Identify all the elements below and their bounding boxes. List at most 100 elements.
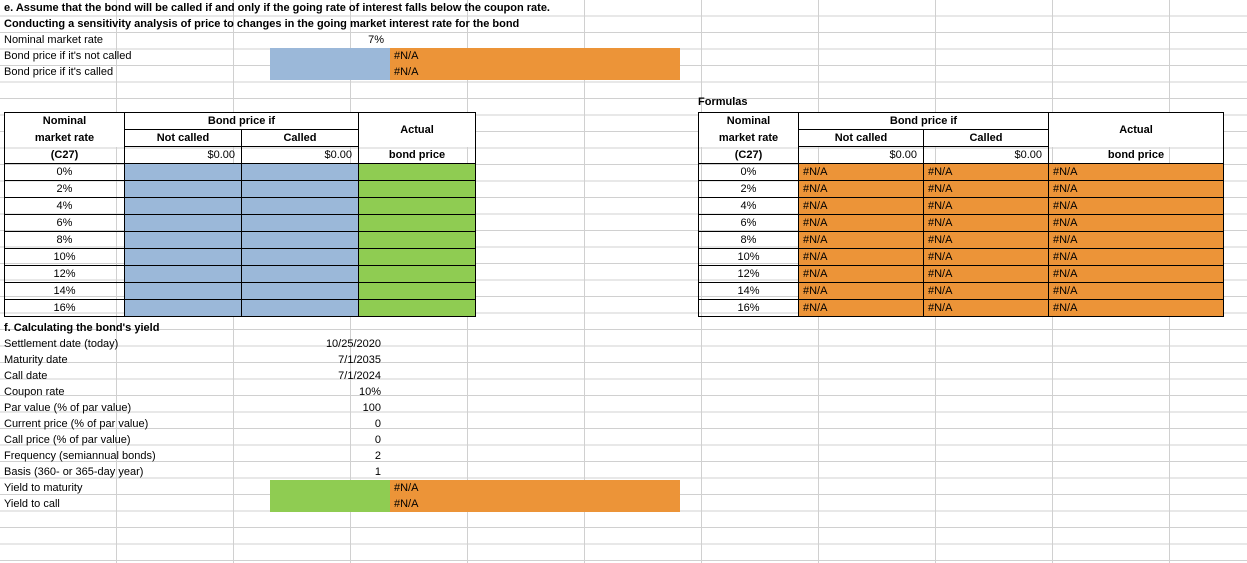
a-l-4[interactable] bbox=[359, 232, 476, 249]
c-l-7[interactable] bbox=[242, 283, 359, 300]
nc-r-6[interactable]: #N/A bbox=[799, 266, 924, 283]
c-r-1[interactable]: #N/A bbox=[924, 181, 1049, 198]
c-l-2[interactable] bbox=[242, 198, 359, 215]
val-notcalled-l[interactable]: $0.00 bbox=[125, 147, 242, 164]
section-e-heading1: e. Assume that the bond will be called i… bbox=[0, 0, 1247, 16]
f-value-4[interactable]: 100 bbox=[270, 400, 387, 416]
not-called-value[interactable]: #N/A bbox=[390, 48, 680, 64]
section-e-heading2: Conducting a sensitivity analysis of pri… bbox=[0, 16, 1247, 32]
nc-r-4[interactable]: #N/A bbox=[799, 232, 924, 249]
nc-l-0[interactable] bbox=[125, 164, 242, 181]
hdr-actual-bot-l: bond price bbox=[359, 147, 476, 164]
a-l-7[interactable] bbox=[359, 283, 476, 300]
rate-l-4: 8% bbox=[5, 232, 125, 249]
nc-r-1[interactable]: #N/A bbox=[799, 181, 924, 198]
c-r-6[interactable]: #N/A bbox=[924, 266, 1049, 283]
c-r-2[interactable]: #N/A bbox=[924, 198, 1049, 215]
a-l-8[interactable] bbox=[359, 300, 476, 317]
c-l-1[interactable] bbox=[242, 181, 359, 198]
rate-l-0: 0% bbox=[5, 164, 125, 181]
c-r-4[interactable]: #N/A bbox=[924, 232, 1049, 249]
f-value-5[interactable]: 0 bbox=[270, 416, 387, 432]
rate-l-3: 6% bbox=[5, 215, 125, 232]
nc-r-8[interactable]: #N/A bbox=[799, 300, 924, 317]
c-r-0[interactable]: #N/A bbox=[924, 164, 1049, 181]
c-l-3[interactable] bbox=[242, 215, 359, 232]
c-r-8[interactable]: #N/A bbox=[924, 300, 1049, 317]
ytc-green-cell[interactable] bbox=[270, 496, 390, 512]
a-l-1[interactable] bbox=[359, 181, 476, 198]
rate-l-6: 12% bbox=[5, 266, 125, 283]
nc-l-7[interactable] bbox=[125, 283, 242, 300]
hdr-called-l: Called bbox=[242, 130, 359, 147]
ytc-label: Yield to call bbox=[0, 496, 270, 512]
ytc-value[interactable]: #N/A bbox=[390, 496, 680, 512]
a-r-4[interactable]: #N/A bbox=[1049, 232, 1224, 249]
a-l-6[interactable] bbox=[359, 266, 476, 283]
a-r-2[interactable]: #N/A bbox=[1049, 198, 1224, 215]
nc-l-1[interactable] bbox=[125, 181, 242, 198]
nc-l-5[interactable] bbox=[125, 249, 242, 266]
rate-l-2: 4% bbox=[5, 198, 125, 215]
input-blue-cell-2[interactable] bbox=[270, 64, 390, 80]
f-value-3[interactable]: 10% bbox=[270, 384, 387, 400]
c-l-8[interactable] bbox=[242, 300, 359, 317]
nc-r-7[interactable]: #N/A bbox=[799, 283, 924, 300]
nc-l-3[interactable] bbox=[125, 215, 242, 232]
f-value-1[interactable]: 7/1/2035 bbox=[270, 352, 387, 368]
val-called-l[interactable]: $0.00 bbox=[242, 147, 359, 164]
rate-r-2: 4% bbox=[699, 198, 799, 215]
ytm-value[interactable]: #N/A bbox=[390, 480, 680, 496]
f-value-6[interactable]: 0 bbox=[270, 432, 387, 448]
nc-r-2[interactable]: #N/A bbox=[799, 198, 924, 215]
nc-l-8[interactable] bbox=[125, 300, 242, 317]
a-l-2[interactable] bbox=[359, 198, 476, 215]
hdr-bondprice-r: Bond price if bbox=[799, 113, 1049, 130]
c-l-5[interactable] bbox=[242, 249, 359, 266]
rate-l-8: 16% bbox=[5, 300, 125, 317]
val-notcalled-r[interactable]: $0.00 bbox=[799, 147, 924, 164]
a-r-0[interactable]: #N/A bbox=[1049, 164, 1224, 181]
f-value-8[interactable]: 1 bbox=[270, 464, 387, 480]
nc-r-5[interactable]: #N/A bbox=[799, 249, 924, 266]
a-l-3[interactable] bbox=[359, 215, 476, 232]
nc-l-4[interactable] bbox=[125, 232, 242, 249]
content-root: e. Assume that the bond will be called i… bbox=[0, 0, 1247, 32]
a-r-8[interactable]: #N/A bbox=[1049, 300, 1224, 317]
val-called-r[interactable]: $0.00 bbox=[924, 147, 1049, 164]
rate-r-3: 6% bbox=[699, 215, 799, 232]
rate-r-6: 12% bbox=[699, 266, 799, 283]
a-r-7[interactable]: #N/A bbox=[1049, 283, 1224, 300]
a-l-0[interactable] bbox=[359, 164, 476, 181]
nc-r-3[interactable]: #N/A bbox=[799, 215, 924, 232]
rate-r-4: 8% bbox=[699, 232, 799, 249]
a-l-5[interactable] bbox=[359, 249, 476, 266]
c-l-0[interactable] bbox=[242, 164, 359, 181]
c-r-3[interactable]: #N/A bbox=[924, 215, 1049, 232]
nc-l-2[interactable] bbox=[125, 198, 242, 215]
hdr-nominal-mid-l: market rate bbox=[5, 130, 125, 147]
f-label-1: Maturity date bbox=[0, 352, 270, 368]
ytm-label: Yield to maturity bbox=[0, 480, 270, 496]
f-value-0[interactable]: 10/25/2020 bbox=[270, 336, 387, 352]
f-value-2[interactable]: 7/1/2024 bbox=[270, 368, 387, 384]
c-r-7[interactable]: #N/A bbox=[924, 283, 1049, 300]
hdr-nominal-mid-r: market rate bbox=[699, 130, 799, 147]
c-l-4[interactable] bbox=[242, 232, 359, 249]
c-l-6[interactable] bbox=[242, 266, 359, 283]
rate-r-7: 14% bbox=[699, 283, 799, 300]
a-r-6[interactable]: #N/A bbox=[1049, 266, 1224, 283]
called-value[interactable]: #N/A bbox=[390, 64, 680, 80]
nc-l-6[interactable] bbox=[125, 266, 242, 283]
nominal-rate-value[interactable]: 7% bbox=[270, 32, 390, 48]
a-r-1[interactable]: #N/A bbox=[1049, 181, 1224, 198]
rate-l-5: 10% bbox=[5, 249, 125, 266]
c-r-5[interactable]: #N/A bbox=[924, 249, 1049, 266]
a-r-3[interactable]: #N/A bbox=[1049, 215, 1224, 232]
f-value-7[interactable]: 2 bbox=[270, 448, 387, 464]
section-f: f. Calculating the bond's yield Settleme… bbox=[0, 320, 680, 512]
ytm-green-cell[interactable] bbox=[270, 480, 390, 496]
input-blue-cell-1[interactable] bbox=[270, 48, 390, 64]
nc-r-0[interactable]: #N/A bbox=[799, 164, 924, 181]
a-r-5[interactable]: #N/A bbox=[1049, 249, 1224, 266]
